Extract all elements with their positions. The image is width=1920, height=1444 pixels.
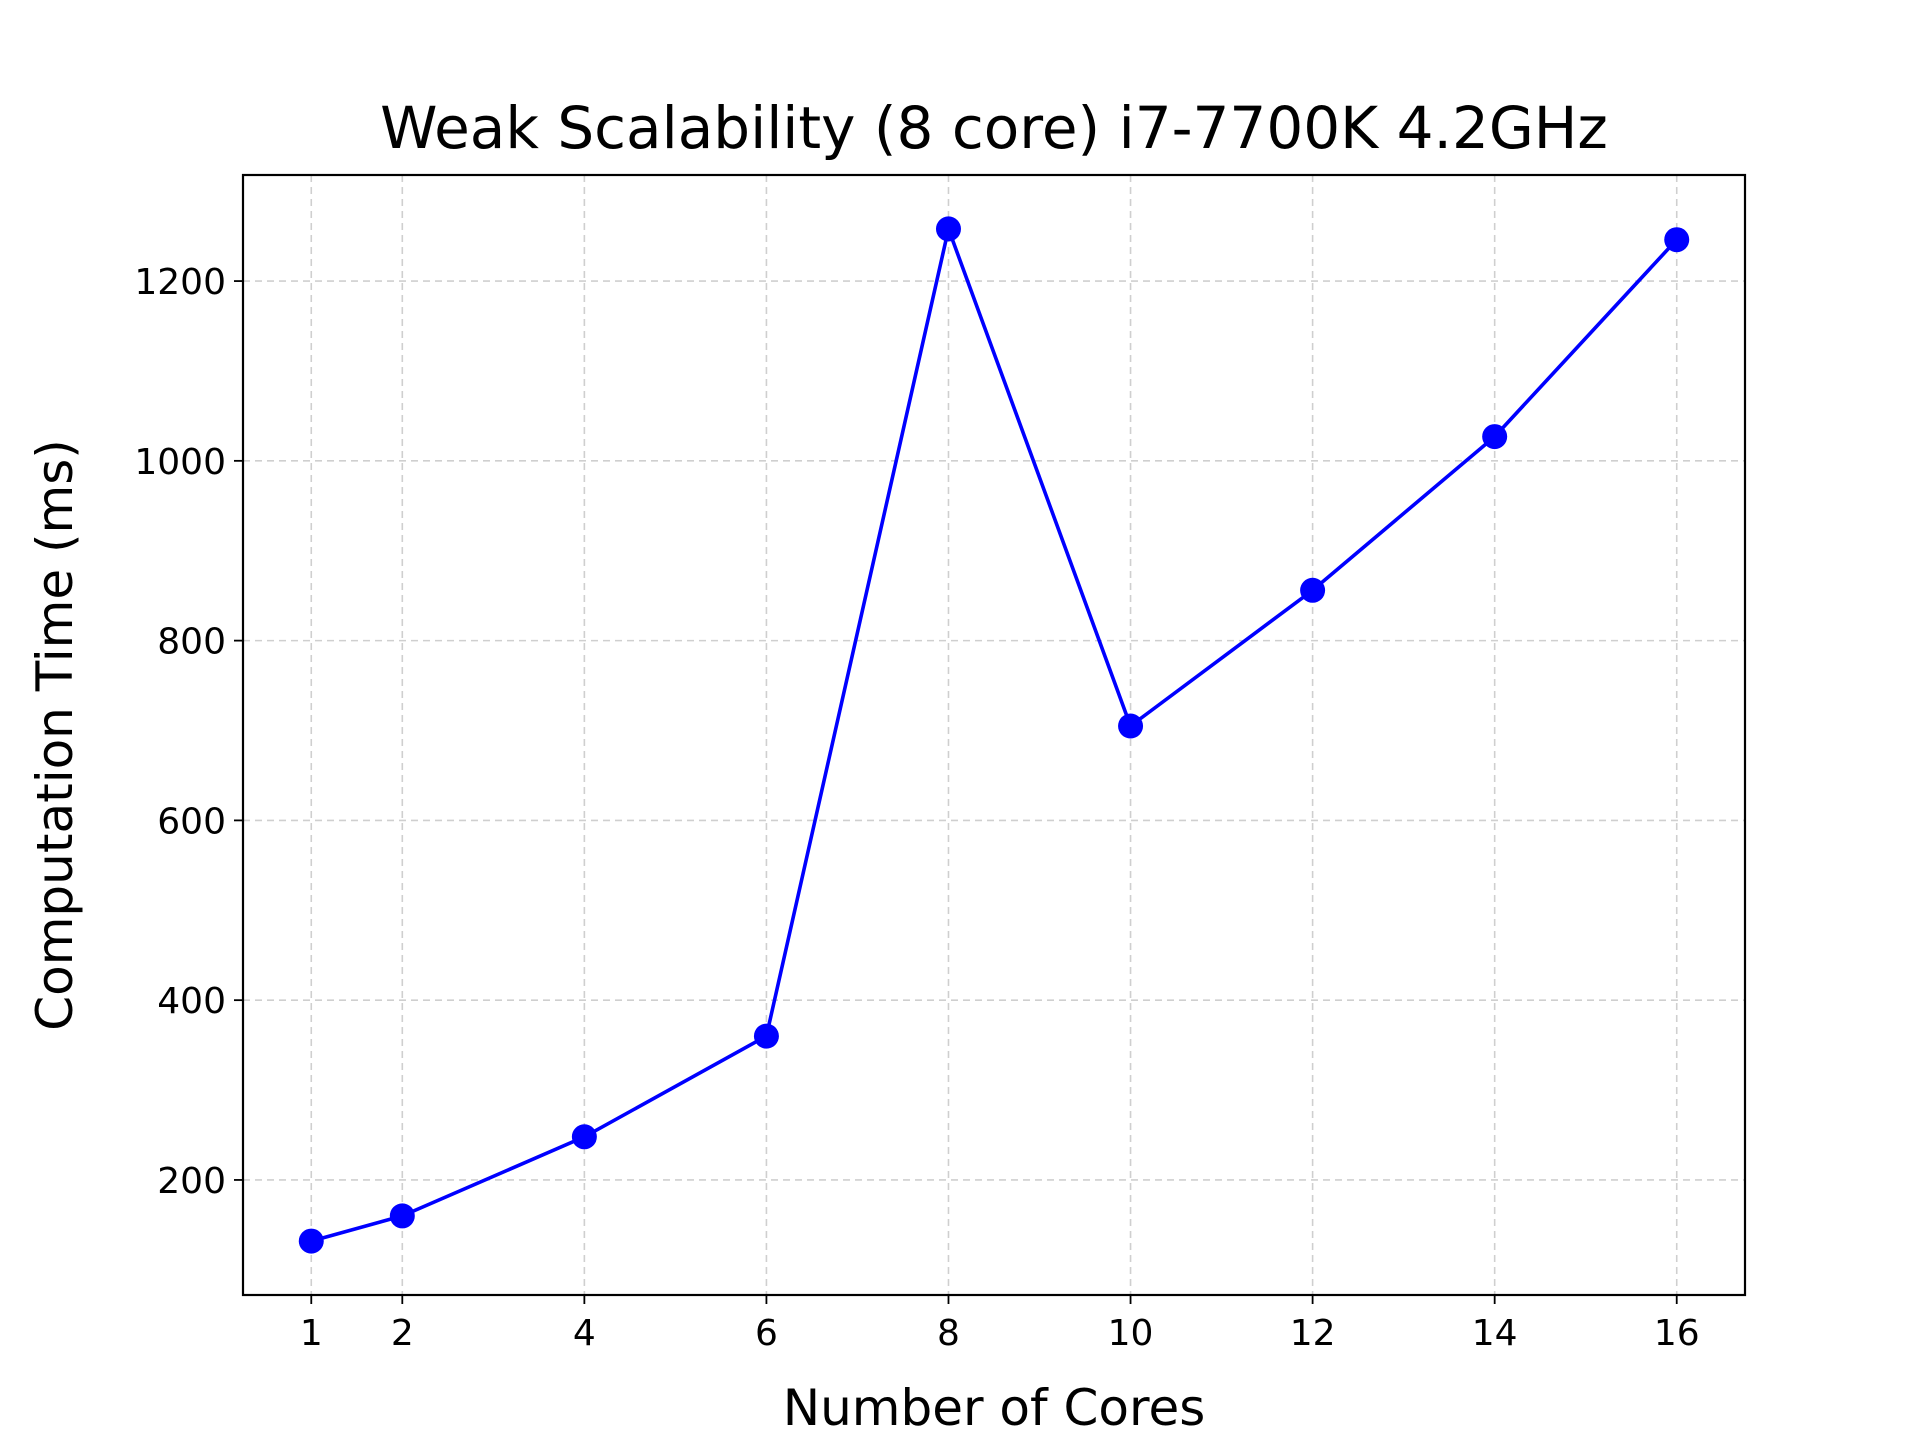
chart-title: Weak Scalability (8 core) i7-7700K 4.2GH… [380,94,1608,162]
x-tick-label: 14 [1472,1313,1518,1354]
series-layer [298,216,1690,1254]
data-point [1118,713,1144,739]
data-point [1482,424,1508,450]
y-tick-label: 600 [157,801,226,842]
data-point [1300,577,1326,603]
y-tick-label: 400 [157,981,226,1022]
x-tick-label: 8 [937,1313,960,1354]
data-point [1664,227,1690,253]
y-tick-label: 200 [157,1161,226,1202]
x-tick-label: 2 [391,1313,414,1354]
x-tick-label: 1 [300,1313,323,1354]
data-point [935,216,961,242]
grid-lines [243,175,1745,1295]
plot-area-frame [241,173,1747,1297]
x-tick-label: 10 [1108,1313,1154,1354]
x-axis-label: Number of Cores [783,1379,1206,1437]
data-point [389,1203,415,1229]
x-tick-label: 16 [1654,1313,1700,1354]
data-point [298,1228,324,1254]
x-tick-label: 4 [573,1313,596,1354]
y-axis-label: Computation Time (ms) [26,439,84,1031]
y-tick-label: 1000 [134,442,226,483]
x-tick-label: 6 [755,1313,778,1354]
data-point [571,1124,597,1150]
data-point [753,1023,779,1049]
y-tick-label: 800 [157,622,226,663]
y-tick-label: 1200 [134,262,226,303]
x-tick-label: 12 [1290,1313,1336,1354]
